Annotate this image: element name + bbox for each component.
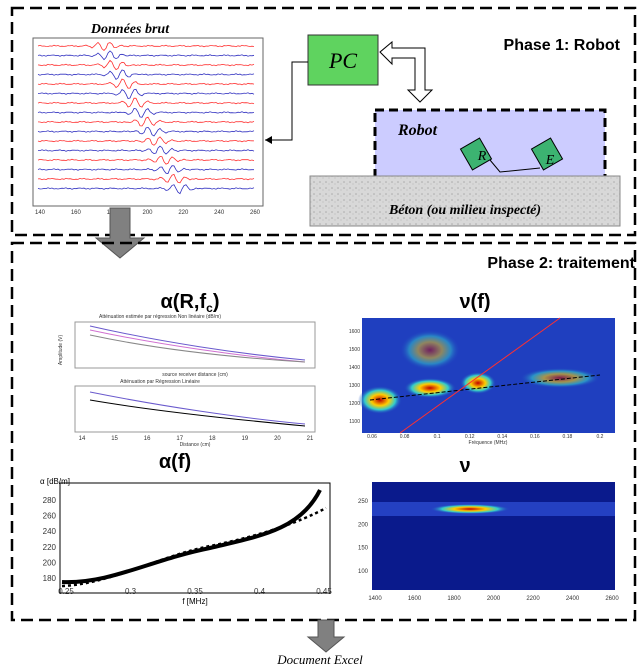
raw-x-ticks: 140160180200220240260 xyxy=(35,210,261,216)
tick-label: 260 xyxy=(43,512,57,521)
tick-label: 0.4 xyxy=(254,587,266,596)
receiver-label: R xyxy=(477,149,487,164)
tick-label: 1600 xyxy=(408,596,422,602)
alpha-r-title: α(R,fc) xyxy=(161,291,220,315)
alpha-f-plot: α [dB/m] f [MHz] 280 260 240 220 200 180 0.25… xyxy=(40,477,332,606)
tick-label: 1200 xyxy=(349,401,360,407)
nu-f-title: ν(f) xyxy=(459,291,490,313)
robot-label: Robot xyxy=(397,122,438,139)
y-ticks: 1600 1500 1400 1300 1200 1100 xyxy=(349,329,360,425)
tick-label: 1600 xyxy=(349,329,360,335)
alpha-r-plots: Atténuation estimée par régression Non l… xyxy=(58,314,315,448)
tick-label: 0.08 xyxy=(400,434,410,440)
blob xyxy=(400,330,460,370)
tick-label: 0.25 xyxy=(58,587,74,596)
tick-label: 20 xyxy=(274,436,281,442)
raw-data-title: Données brut xyxy=(90,22,170,37)
medium-box xyxy=(310,176,620,226)
tick-label: 100 xyxy=(358,569,369,575)
tick-label: 280 xyxy=(43,496,57,505)
output-arrow xyxy=(308,620,344,652)
pc-link xyxy=(265,62,308,140)
y-label: Amplitude (V) xyxy=(58,335,64,366)
blob xyxy=(520,368,600,388)
emitter-label: E xyxy=(545,153,555,168)
tick-label: 18 xyxy=(209,436,216,442)
tick-label: 220 xyxy=(178,210,189,216)
tick-label: 14 xyxy=(79,436,86,442)
tick-label: 2200 xyxy=(526,596,540,602)
tick-label: 1100 xyxy=(349,419,360,425)
tick-label: 19 xyxy=(242,436,249,442)
y-ticks: 280 260 240 220 200 180 xyxy=(43,496,57,583)
plot-frame xyxy=(75,386,315,432)
y-ticks: 250 200 150 100 xyxy=(358,499,369,575)
tick-label: 1400 xyxy=(368,596,382,602)
output-label: Document Excel xyxy=(276,652,363,667)
tick-label: 0.14 xyxy=(497,434,507,440)
phase-arrow xyxy=(96,208,144,258)
robot-box xyxy=(375,110,605,180)
tick-label: 0.1 xyxy=(434,434,441,440)
tick-label: 240 xyxy=(214,210,225,216)
peak xyxy=(430,504,510,514)
x-label: f [MHz] xyxy=(182,597,207,606)
medium-label: Béton (ou milieu inspecté) xyxy=(388,203,541,218)
tick-label: 2400 xyxy=(566,596,580,602)
tick-label: 220 xyxy=(43,543,57,552)
tick-label: 200 xyxy=(358,522,369,528)
plot-x-label: Distance (cm) xyxy=(180,442,211,448)
title-main: α(R,f xyxy=(161,291,207,313)
tick-label: 200 xyxy=(142,210,153,216)
nu-f-plot: Fréquence (MHz) 1600 1500 1400 1300 1200 1100… xyxy=(349,318,615,446)
alpha-f-title: α(f) xyxy=(159,451,191,473)
tick-label: 0.3 xyxy=(125,587,137,596)
tick-label: 1300 xyxy=(349,383,360,389)
nu-plot: 250 200 150 100 1400 1600 1800 2000 2200 2400 260… xyxy=(358,482,619,602)
plot-title: Atténuation par Régression Linéaire xyxy=(120,379,200,385)
title-end: ) xyxy=(213,291,220,313)
pc-robot-arrow xyxy=(380,42,432,102)
phase1-title: Phase 1: Robot xyxy=(504,37,621,54)
heatmap xyxy=(372,482,615,590)
tick-label: 21 xyxy=(307,436,314,442)
tick-label: 0.16 xyxy=(530,434,540,440)
diagram: Phase 1: Robot Données brut 140160180200… xyxy=(0,0,640,670)
tick-label: 160 xyxy=(71,210,82,216)
tick-label: 0.06 xyxy=(367,434,377,440)
tick-label: 1500 xyxy=(349,347,360,353)
tick-label: 2000 xyxy=(487,596,501,602)
x-ticks: 1400 1600 1800 2000 2200 2400 2600 xyxy=(368,596,619,602)
tick-label: 250 xyxy=(358,499,369,505)
tick-label: 200 xyxy=(43,558,57,567)
tick-label: 260 xyxy=(250,210,261,216)
tick-label: 1800 xyxy=(447,596,461,602)
pc-label: PC xyxy=(328,48,357,73)
tick-label: 1400 xyxy=(349,365,360,371)
tick-label: 0.2 xyxy=(597,434,604,440)
plot-frame xyxy=(75,322,315,368)
plot-x-label: source receiver distance (cm) xyxy=(162,372,228,378)
nu-title: ν xyxy=(459,455,470,477)
tick-label: 15 xyxy=(111,436,118,442)
blob xyxy=(358,386,402,414)
tick-label: 180 xyxy=(43,574,57,583)
tick-label: 0.12 xyxy=(465,434,475,440)
tick-label: 240 xyxy=(43,527,57,536)
tick-label: 0.45 xyxy=(316,587,332,596)
tick-label: 150 xyxy=(358,546,369,552)
y-label: α [dB/m] xyxy=(40,477,70,486)
tick-label: 16 xyxy=(144,436,151,442)
tick-label: 140 xyxy=(35,210,46,216)
phase2-title: Phase 2: traitement xyxy=(487,255,635,272)
tick-label: 0.35 xyxy=(187,587,203,596)
blob xyxy=(460,372,496,394)
tick-label: 2600 xyxy=(605,596,619,602)
tick-label: 0.18 xyxy=(563,434,573,440)
x-label: Fréquence (MHz) xyxy=(469,440,508,446)
plot-title: Atténuation estimée par régression Non l… xyxy=(99,314,221,320)
arrow-head xyxy=(265,136,272,144)
tick-label: 17 xyxy=(176,436,183,442)
